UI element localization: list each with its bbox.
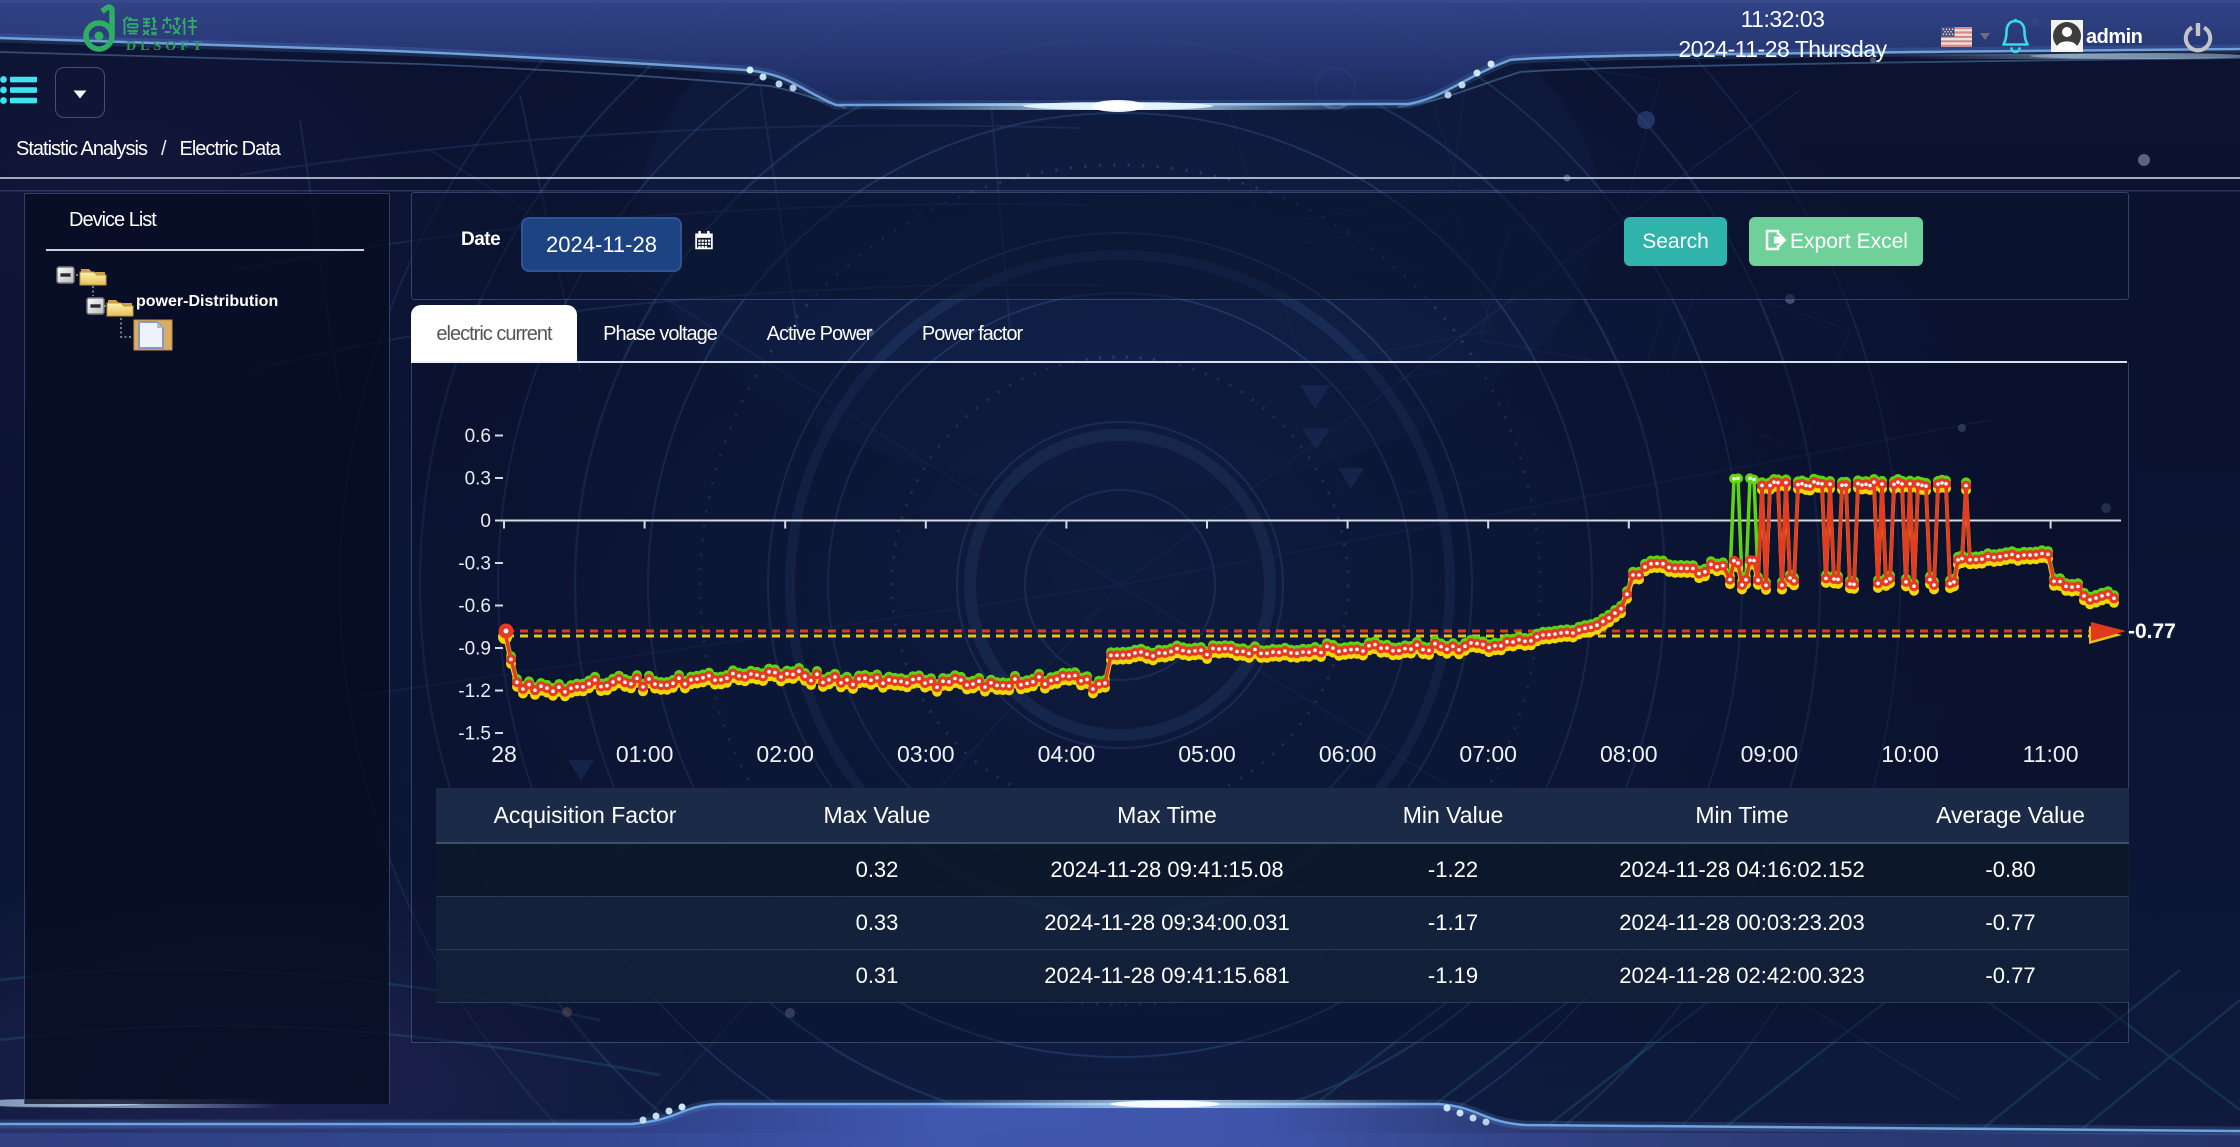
svg-text:-0.77: -0.77 — [2128, 620, 2176, 643]
